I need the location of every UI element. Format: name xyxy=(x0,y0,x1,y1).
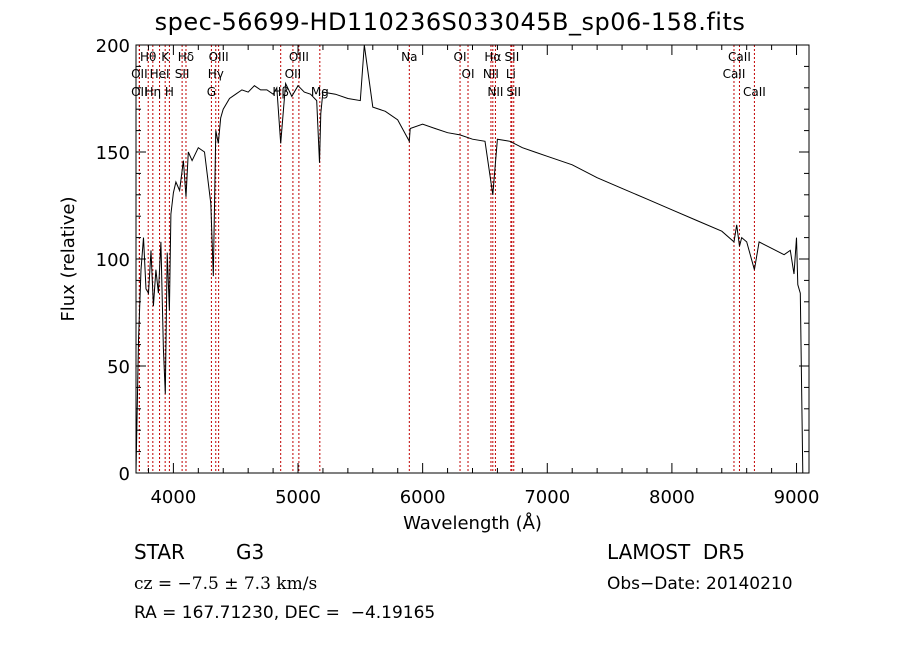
line-marker-label: NII xyxy=(483,67,499,81)
line-marker-label: G xyxy=(207,85,216,99)
plot-frame xyxy=(135,44,810,474)
x-tick-label: 5000 xyxy=(275,487,321,508)
y-tick-label: 50 xyxy=(107,357,130,378)
line-marker-label: Na xyxy=(401,50,417,64)
redshift-cz: cz = −7.5 ± 7.3 km/s xyxy=(134,574,318,594)
y-tick-label: 100 xyxy=(96,250,130,271)
line-marker-label: OII xyxy=(131,85,148,99)
line-marker-label: CaII xyxy=(728,50,751,64)
x-axis-label: Wavelength (Å) xyxy=(403,512,542,534)
coordinates: RA = 167.71230, DEC = −4.19165 xyxy=(134,603,436,623)
observation-date: Obs−Date: 20140210 xyxy=(607,574,793,594)
axis-ticks: 4000 5000 6000 7000 8000 9000 0 50 100 150 200 xyxy=(96,36,820,508)
line-marker-label: SII xyxy=(505,50,520,64)
line-marker-label: OII xyxy=(285,67,302,81)
line-marker-label: Hθ xyxy=(140,50,156,64)
y-axis-label: Flux (relative) xyxy=(58,196,79,321)
line-marker-label: Mg xyxy=(311,85,329,99)
line-marker-label: OIII xyxy=(289,50,309,64)
y-tick-label: 150 xyxy=(96,143,130,164)
line-marker-label: Li xyxy=(506,67,516,81)
line-marker-label: OIII xyxy=(209,50,229,64)
object-subclass: G3 xyxy=(236,540,265,564)
line-marker-label: Hα xyxy=(484,50,501,64)
line-marker-label: OI xyxy=(462,67,475,81)
line-marker-label: OI xyxy=(454,50,467,64)
line-marker-label: Hδ xyxy=(178,50,194,64)
line-marker-label: K xyxy=(161,50,170,64)
line-marker-label: CaII xyxy=(743,85,766,99)
line-marker-label: CaII xyxy=(723,67,746,81)
line-marker-label: Hη xyxy=(145,85,162,99)
line-marker-label: OII xyxy=(131,67,148,81)
line-markers xyxy=(138,45,755,473)
chart-title: spec-56699-HD110236S033045B_sp06-158.fit… xyxy=(154,8,746,36)
y-tick-label: 0 xyxy=(119,464,130,485)
object-class: STAR xyxy=(134,540,185,564)
survey-name: LAMOST DR5 xyxy=(607,540,745,564)
x-tick-label: 6000 xyxy=(400,487,446,508)
x-tick-label: 7000 xyxy=(524,487,570,508)
line-marker-label: NII xyxy=(487,85,503,99)
line-marker-label: H xyxy=(165,85,174,99)
line-marker-label: HeI xyxy=(150,67,170,81)
line-marker-label: SII xyxy=(506,85,521,99)
y-tick-label: 200 xyxy=(96,36,130,57)
x-tick-label: 9000 xyxy=(774,487,820,508)
line-marker-label: SII xyxy=(175,67,190,81)
spectrum-line xyxy=(135,44,804,474)
line-marker-label: Hγ xyxy=(208,67,224,81)
x-tick-label: 8000 xyxy=(649,487,695,508)
x-tick-label: 4000 xyxy=(150,487,196,508)
